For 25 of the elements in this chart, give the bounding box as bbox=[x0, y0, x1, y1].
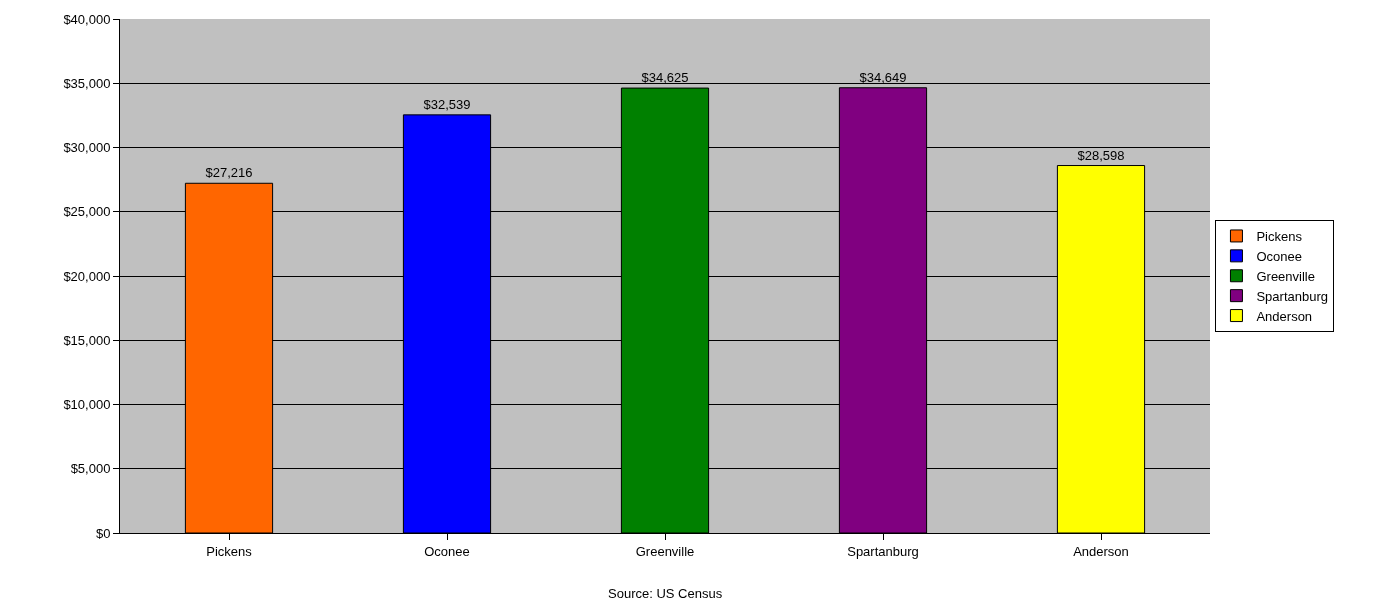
x-tick-label: Spartanburg bbox=[847, 543, 919, 559]
y-tick-label: $40,000 bbox=[63, 11, 111, 27]
legend-label: Greenville bbox=[1256, 268, 1315, 284]
y-tick-label: $20,000 bbox=[63, 268, 111, 284]
x-tick-label: Oconee bbox=[424, 543, 470, 559]
y-tick-label: $30,000 bbox=[63, 140, 111, 156]
legend-label: Oconee bbox=[1256, 248, 1302, 264]
legend-label: Anderson bbox=[1256, 308, 1313, 324]
y-tick-label: $25,000 bbox=[63, 204, 111, 220]
y-tick-label: $10,000 bbox=[63, 397, 111, 413]
y-tick-label: $0 bbox=[95, 525, 111, 541]
x-tick-label: Pickens bbox=[206, 543, 253, 559]
data-label: $34,625 bbox=[641, 70, 689, 86]
legend-label: Spartanburg bbox=[1256, 288, 1329, 304]
x-tick-label: Greenville bbox=[635, 543, 695, 559]
data-label: $32,539 bbox=[423, 96, 471, 112]
y-tick-label: $15,000 bbox=[63, 332, 111, 348]
y-tick-label: $5,000 bbox=[70, 461, 111, 477]
legend-label: Pickens bbox=[1256, 229, 1303, 245]
data-label: $28,598 bbox=[1077, 147, 1125, 163]
data-label: $27,216 bbox=[205, 165, 253, 181]
data-label: $34,649 bbox=[859, 69, 907, 85]
y-tick-label: $35,000 bbox=[63, 75, 111, 91]
x-tick-label: Anderson bbox=[1073, 543, 1129, 559]
source-note: Source: US Census bbox=[608, 586, 723, 601]
